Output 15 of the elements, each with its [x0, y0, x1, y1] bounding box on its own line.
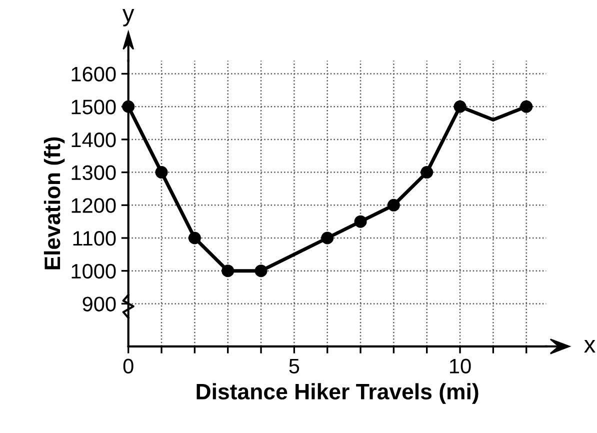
y-tick-label: 900: [82, 296, 116, 312]
x-tick-label: 5: [289, 358, 300, 374]
y-tick-label: 1400: [72, 132, 116, 148]
text: y: [122, 8, 134, 26]
y-tick-label: 1000: [72, 264, 116, 279]
x-axis-title: Distance Hiker Travels (mi): [196, 383, 478, 404]
y-tick-label: 1300: [72, 165, 116, 180]
x-tick-label: 0: [123, 358, 134, 374]
y-tick-label: 1600: [72, 66, 116, 82]
y-axis-title: Elevation (ft): [44, 137, 65, 270]
y-tick-label: 1200: [72, 198, 116, 213]
x-tick-label: 10: [450, 358, 471, 374]
y-tick-label: 1100: [73, 231, 116, 246]
y-tick-label: 1500: [72, 100, 116, 114]
text: x: [584, 340, 596, 353]
